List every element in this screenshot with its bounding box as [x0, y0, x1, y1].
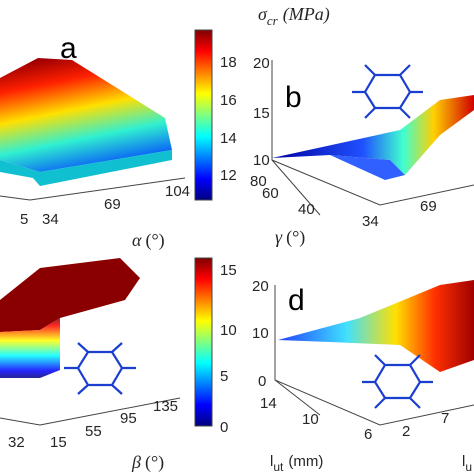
subscript: ut — [273, 460, 284, 474]
tick-label: 69 — [420, 198, 437, 215]
tick-label: 5 — [20, 211, 28, 228]
surface — [0, 258, 140, 332]
panel-label: a — [60, 32, 77, 65]
panel-a: a 5 34 69 104 α (°) — [0, 32, 190, 251]
tick-label: 14 — [260, 395, 277, 412]
cbar-tick: 12 — [220, 167, 237, 184]
tick-label: 10 — [252, 325, 269, 342]
panel-b: b 20 15 10 80 60 40 34 69 γ (°) — [250, 55, 474, 248]
tick-label: 104 — [165, 183, 190, 200]
tick-label: 6 — [364, 426, 372, 443]
inset-structure — [362, 354, 433, 409]
axis-label-cut: lu — [462, 453, 472, 474]
tick-label: 80 — [250, 173, 267, 190]
subscript: u — [465, 460, 472, 474]
surface — [278, 280, 474, 372]
tick-label: 55 — [85, 423, 102, 440]
tick-label: 0 — [258, 373, 266, 390]
cbar-tick: 0 — [220, 419, 228, 436]
axis-label: β (°) — [131, 452, 164, 473]
surface — [272, 95, 474, 175]
tick-label: 34 — [362, 213, 379, 230]
tick-label: 95 — [120, 410, 137, 427]
panel-c: 32 15 55 95 135 β (°) — [0, 258, 181, 473]
symbol: l — [462, 453, 465, 470]
panel-label: b — [285, 81, 302, 114]
tick-label: 10 — [253, 152, 270, 169]
unit: (°) — [145, 230, 164, 251]
cbar-tick: 10 — [220, 322, 237, 339]
surface-edge — [0, 318, 60, 378]
axis-label: lut (mm) — [270, 453, 323, 474]
colorbar — [194, 29, 213, 201]
symbol: α — [132, 230, 142, 250]
cbar-tick: 15 — [220, 262, 237, 279]
tick-label: 2 — [402, 423, 410, 440]
axis — [0, 397, 181, 426]
unit: (mm) — [288, 453, 323, 470]
tick-label: 15 — [253, 105, 270, 122]
tick-label: 7 — [441, 410, 449, 427]
tick-label: 32 — [8, 434, 25, 451]
tick-label: 34 — [42, 211, 59, 228]
inset-structure — [352, 64, 423, 119]
tick-label: 20 — [253, 55, 270, 72]
unit: (MPa) — [283, 4, 330, 25]
tick-label: 10 — [302, 411, 319, 428]
subscript: cr — [267, 13, 279, 28]
symbol: σ — [258, 4, 268, 24]
axis — [274, 285, 474, 426]
colorbar-title: σcr (MPa) — [258, 4, 330, 28]
tick-label: 69 — [104, 196, 121, 213]
cbar-tick: 18 — [220, 54, 237, 71]
tick-label: 20 — [252, 278, 269, 295]
tick-label: 60 — [262, 185, 279, 202]
tick-label: 15 — [50, 434, 67, 451]
unit: (°) — [286, 227, 305, 248]
axis — [0, 177, 186, 201]
axis — [271, 60, 474, 216]
surface-edge — [330, 155, 405, 180]
inset-structure — [64, 342, 136, 395]
symbol: l — [270, 453, 273, 470]
cbar-tick: 16 — [220, 92, 237, 109]
panel-d: d 20 10 0 14 10 6 2 7 lut (mm) lu — [252, 278, 474, 474]
tick-label: 135 — [153, 398, 178, 415]
symbol: β — [131, 452, 141, 472]
cbar-tick: 5 — [220, 368, 228, 385]
colorbar — [194, 257, 213, 427]
surface — [0, 58, 172, 172]
panel-label: d — [288, 284, 305, 317]
surface-edge — [0, 150, 172, 186]
axis-label: α (°) — [132, 230, 165, 251]
tick-label: 40 — [298, 201, 315, 218]
axis-label: γ (°) — [275, 227, 305, 248]
symbol: γ — [275, 227, 283, 247]
cbar-tick: 14 — [220, 130, 237, 147]
unit: (°) — [145, 452, 164, 473]
